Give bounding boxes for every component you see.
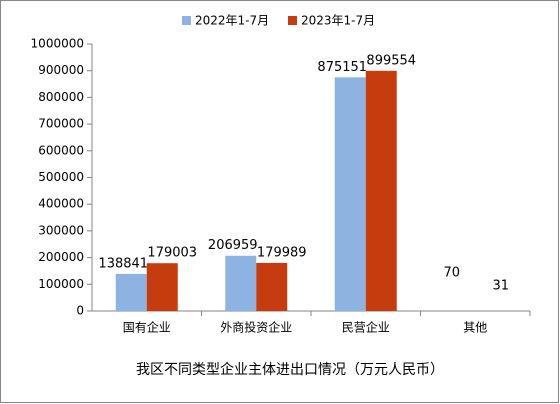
bar <box>146 263 178 311</box>
y-tick-label: 1000000 <box>31 37 84 51</box>
chart-title: 我区不同类型企业主体进出口情况（万元人民币） <box>136 361 444 378</box>
y-tick-label: 0 <box>76 304 84 318</box>
data-label: 206959 <box>208 238 258 253</box>
data-label: 179003 <box>147 246 197 261</box>
bar <box>334 77 366 311</box>
data-label: 70 <box>443 266 460 281</box>
bar <box>115 273 147 311</box>
y-tick-label: 800000 <box>38 90 84 104</box>
legend-label: 2022年1-7月 <box>195 14 269 28</box>
y-tick-label: 300000 <box>38 223 84 237</box>
y-tick-label: 100000 <box>38 277 84 291</box>
y-tick-label: 900000 <box>38 63 84 77</box>
y-tick-label: 600000 <box>38 143 84 157</box>
data-label: 138841 <box>98 256 148 271</box>
y-tick-label: 400000 <box>38 197 84 211</box>
data-label: 875151 <box>317 60 367 75</box>
x-tick-label: 其他 <box>463 321 487 335</box>
x-tick-label: 民营企业 <box>342 320 390 335</box>
data-label: 179989 <box>257 245 307 260</box>
y-tick-label: 500000 <box>38 170 84 184</box>
x-tick-label: 国有企业 <box>123 320 171 335</box>
x-tick-label: 外商投资企业 <box>220 320 292 335</box>
legend-label: 2023年1-7月 <box>301 14 375 28</box>
bar <box>365 70 397 311</box>
legend-swatch <box>182 16 191 25</box>
data-label: 31 <box>492 279 509 294</box>
y-tick-label: 700000 <box>38 117 84 131</box>
data-label: 899554 <box>366 53 416 68</box>
bar <box>256 262 288 311</box>
legend-swatch <box>288 16 297 25</box>
bar <box>225 255 257 311</box>
y-tick-label: 200000 <box>38 250 84 264</box>
